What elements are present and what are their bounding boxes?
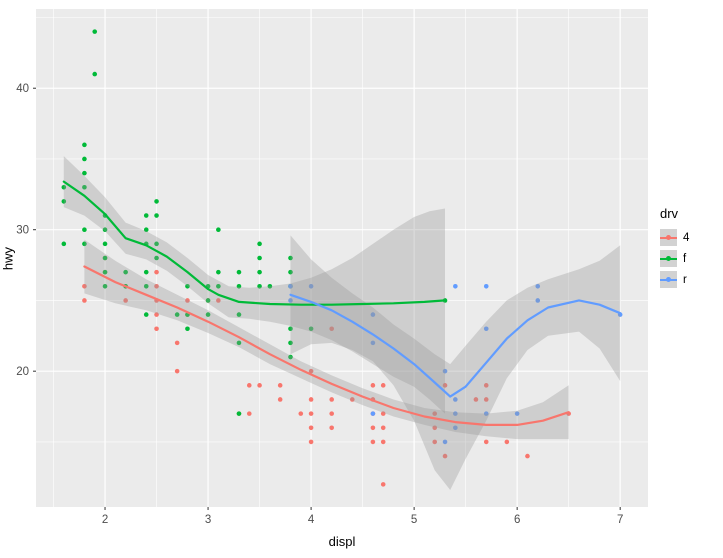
legend-label-f: f xyxy=(683,252,687,265)
series-4-smooth-line xyxy=(83,265,570,426)
x-tick-label: 3 xyxy=(205,514,211,526)
series-r-smooth-line xyxy=(289,293,622,398)
x-axis-title: displ xyxy=(328,534,356,549)
legend-key-4 xyxy=(660,229,677,246)
series-f-smooth-line xyxy=(62,180,447,306)
axis-tick-marks xyxy=(33,87,621,510)
x-tick-labels: 2 3 4 5 6 7 xyxy=(102,514,624,526)
legend-item-4: 4 xyxy=(660,229,689,246)
legend-label-r: r xyxy=(683,273,687,286)
y-tick-label: 20 xyxy=(16,366,29,378)
y-axis-title: hwy xyxy=(0,246,16,271)
legend-key-r xyxy=(660,271,677,288)
panel-background xyxy=(36,9,648,507)
legend-title: drv xyxy=(660,206,679,221)
point-swatch xyxy=(666,235,671,240)
series-4-ribbon xyxy=(84,239,569,440)
legend-item-r: r xyxy=(660,271,689,288)
x-tick-label: 4 xyxy=(308,514,315,526)
legend-key-f xyxy=(660,250,677,267)
series-f-ribbon xyxy=(63,156,446,414)
x-tick-label: 6 xyxy=(514,514,520,526)
legend-item-f: f xyxy=(660,250,689,267)
y-tick-label: 40 xyxy=(16,83,29,95)
series-r-ribbon xyxy=(290,235,621,490)
y-tick-label: 30 xyxy=(16,225,29,237)
y-tick-labels: 20 30 40 xyxy=(16,83,29,378)
point-swatch xyxy=(666,277,671,282)
x-tick-label: 2 xyxy=(102,514,108,526)
legend: drv 4 f r xyxy=(660,206,689,292)
legend-label-4: 4 xyxy=(683,231,690,244)
series-f-points xyxy=(61,29,448,416)
point-swatch xyxy=(666,256,671,261)
x-tick-label: 7 xyxy=(617,514,623,526)
x-tick-label: 5 xyxy=(411,514,417,526)
series-r-points xyxy=(288,283,623,445)
